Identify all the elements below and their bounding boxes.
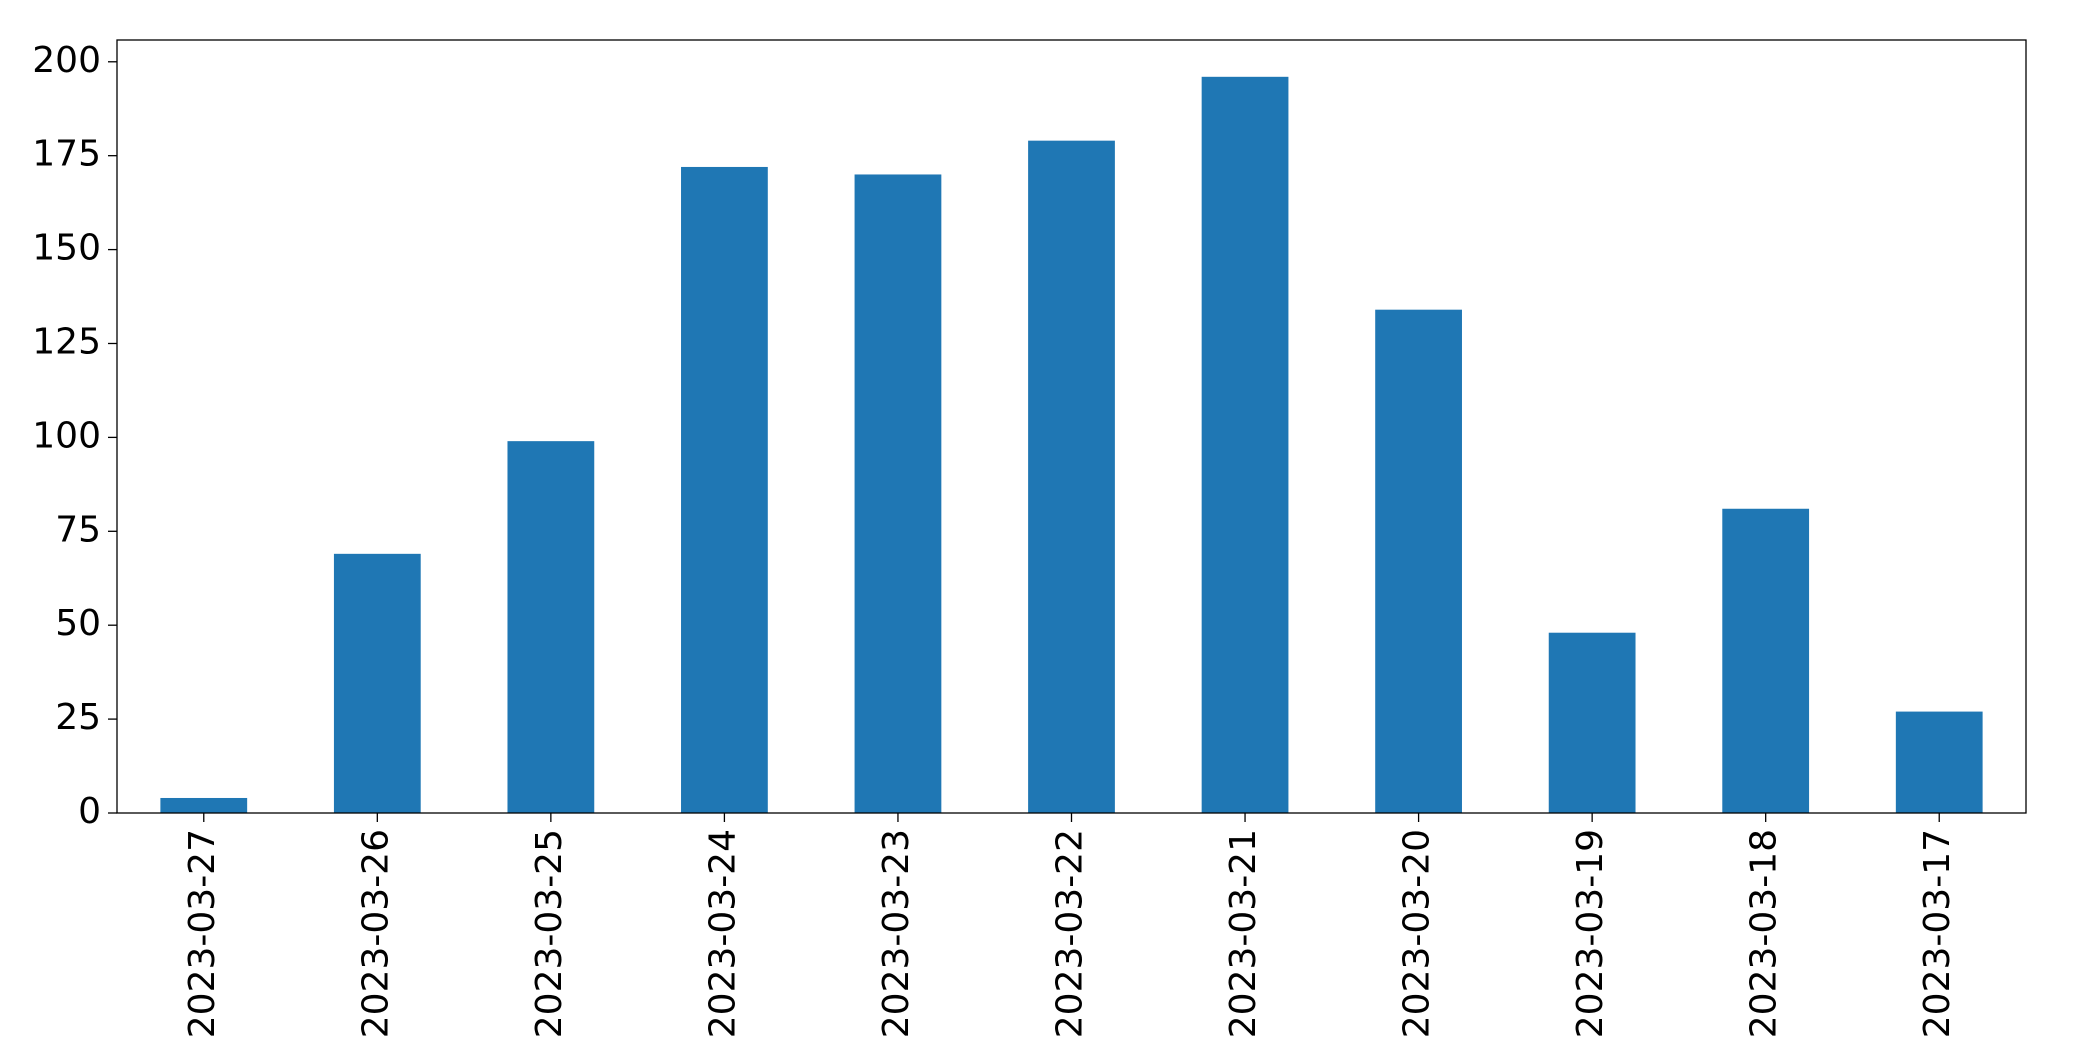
y-tick-label: 50 [55, 603, 101, 644]
x-tick-label: 2023-03-22 [1050, 829, 1091, 1038]
x-tick-label: 2023-03-18 [1744, 829, 1785, 1038]
y-tick-label: 25 [55, 697, 101, 738]
x-tick-label: 2023-03-24 [702, 829, 743, 1038]
bar [1028, 140, 1115, 813]
bar [681, 166, 768, 813]
x-tick-label: 2023-03-17 [1917, 829, 1958, 1038]
y-tick-label: 75 [55, 509, 101, 550]
y-tick-label: 150 [32, 228, 101, 269]
bar [333, 553, 421, 813]
bar [854, 174, 942, 814]
x-tick-label: 2023-03-21 [1223, 829, 1264, 1038]
x-tick-label: 2023-03-26 [355, 829, 396, 1038]
bar [1895, 711, 1983, 813]
x-tick-label: 2023-03-25 [529, 829, 570, 1038]
bar [1548, 632, 1636, 813]
plot-frame [116, 39, 2027, 814]
y-tick-label: 200 [32, 40, 101, 81]
x-tick-label: 2023-03-19 [1570, 829, 1611, 1038]
x-tick-label: 2023-03-27 [182, 829, 223, 1038]
bar [507, 441, 595, 813]
y-tick-label: 100 [32, 415, 101, 456]
bar [160, 797, 248, 813]
bar [1722, 508, 1810, 813]
y-tick-label: 0 [78, 791, 101, 832]
bar [1201, 76, 1289, 814]
y-tick-label: 125 [32, 321, 101, 362]
x-tick-label: 2023-03-20 [1397, 829, 1438, 1038]
y-tick-label: 175 [32, 134, 101, 175]
x-tick-label: 2023-03-23 [876, 829, 917, 1038]
bar [1375, 309, 1462, 813]
